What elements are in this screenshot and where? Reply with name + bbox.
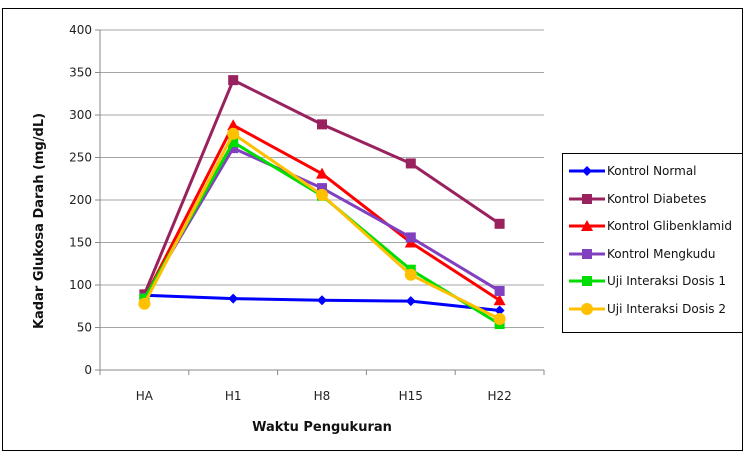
legend-item: Uji Interaksi Dosis 2 [567, 299, 743, 319]
legend-swatch [569, 193, 605, 204]
legend-item: Uji Interaksi Dosis 1 [567, 271, 743, 291]
y-tick-label: 250 [69, 151, 92, 165]
data-point [404, 268, 417, 281]
data-point [317, 183, 327, 194]
y-tick-labels: 0 50 100 150 200 250 300 350 400 [69, 23, 92, 377]
data-point [405, 158, 416, 169]
data-point [228, 293, 239, 304]
y-tick-label: 100 [69, 278, 92, 292]
data-point [316, 188, 328, 201]
legend-item: Kontrol Mengkudu [567, 244, 743, 264]
y-tick-label: 150 [69, 236, 92, 250]
legend-swatch [569, 302, 605, 315]
data-point [405, 296, 416, 307]
data-point [317, 119, 327, 130]
legend-marker [582, 193, 592, 204]
data-point [228, 137, 239, 148]
data-point [138, 297, 151, 310]
legend-label: Kontrol Normal [607, 164, 697, 178]
data-point [494, 305, 505, 316]
chart-svg: 0 50 100 150 200 250 300 350 400 HA H1 H8 H15 H22 Ka… [32, 23, 545, 435]
series-line [143, 132, 501, 321]
legend-item: Kontrol Glibenklamid [567, 216, 743, 236]
y-tick-label: 200 [69, 193, 92, 207]
legend-label: Kontrol Glibenklamid [607, 219, 732, 233]
x-tick-label: HA [136, 389, 154, 403]
y-tick-label: 50 [77, 321, 92, 335]
legend-label: Uji Interaksi Dosis 2 [607, 301, 727, 316]
legend-swatch [569, 166, 605, 176]
data-point [228, 143, 239, 154]
data-point [405, 232, 416, 243]
x-tick-labels: HA H1 H8 H15 H22 [136, 389, 512, 403]
legend-item: Kontrol Normal [567, 161, 743, 181]
data-point [228, 75, 239, 86]
x-tick-label: H8 [314, 389, 331, 403]
legend-label: Kontrol Diabetes [607, 191, 707, 206]
series-line [143, 123, 501, 302]
y-tick-label: 0 [84, 363, 92, 377]
data-point [317, 295, 327, 306]
data-point [227, 119, 240, 131]
legend-marker [581, 302, 593, 315]
axes [95, 29, 545, 375]
legend-marker [582, 248, 592, 259]
legend-swatch [569, 220, 605, 231]
y-axis-title: Kadar Glukosa Darah (mg/dL) [32, 113, 47, 329]
data-point [493, 313, 506, 325]
series-kontrol-mengkudu [139, 143, 505, 303]
x-tick-label: H15 [399, 389, 423, 403]
legend-label: Uji Interaksi Dosis 1 [607, 274, 727, 288]
legend-swatch [569, 248, 605, 259]
x-tick-label: H22 [487, 389, 511, 403]
legend-label: Kontrol Mengkudu [607, 246, 716, 261]
data-point [227, 127, 240, 140]
legend: Kontrol Normal Kontrol Diabetes Kontrol Gl… [562, 153, 743, 333]
y-tick-label: 400 [69, 23, 92, 37]
y-tick-label: 300 [69, 108, 92, 122]
series-lines [138, 75, 506, 330]
chart-area: 0 50 100 150 200 250 300 350 400 HA H1 H8 H15 H22 Ka… [2, 8, 743, 451]
legend-marker [582, 166, 592, 176]
data-point [493, 294, 506, 306]
legend-marker [581, 220, 593, 231]
data-point [316, 167, 328, 179]
data-point [494, 218, 505, 229]
y-tick-label: 350 [69, 66, 92, 80]
series-uji-interaksi-dosis-2 [138, 127, 506, 325]
x-axis-title: Waktu Pengukuran [252, 420, 392, 435]
legend-item: Kontrol Diabetes [567, 189, 743, 209]
legend-marker [582, 276, 592, 286]
legend-swatch [569, 276, 605, 286]
gridlines [100, 29, 544, 328]
data-point [494, 285, 505, 296]
x-tick-label: H1 [225, 389, 242, 403]
